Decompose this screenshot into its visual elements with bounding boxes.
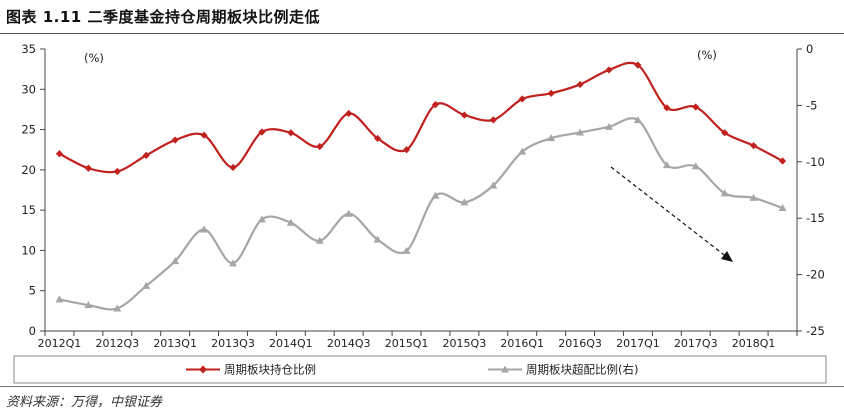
y-right-tick-label: -20 [806,268,825,282]
data-point-diamond [84,164,92,172]
data-point-triangle [84,301,93,309]
data-point-triangle [171,257,180,265]
legend-label-overweight: 周期板块超配比例(右) [526,363,638,377]
y-right-tick-label: -10 [806,155,825,169]
data-point-triangle [142,281,151,289]
data-point-diamond [663,104,671,112]
y-right-tick-label: -15 [806,211,825,225]
data-point-triangle [257,215,266,223]
x-tick-label: 2016Q3 [558,337,602,350]
data-point-diamond [634,61,642,69]
x-tick-label: 2017Q3 [674,337,718,350]
legend-marker-holding [199,365,207,374]
data-point-diamond [605,66,613,74]
chart-axes: 0 5 10 15 20 25 30 35 -25 -20 -15 -10 -5 0 (%) (%) 2012Q… [21,42,824,350]
legend-box [13,355,827,384]
x-tick-label: 2013Q1 [153,337,197,350]
y-left-tick-label: 35 [21,42,36,56]
line-chart: 0 5 10 15 20 25 30 35 -25 -20 -15 -10 -5 0 (%) (%) 2012Q… [13,42,827,384]
trend-arrow [610,166,733,262]
data-point-triangle [344,209,353,217]
data-point-diamond [113,167,121,176]
data-point-diamond [721,129,729,137]
data-point-diamond [576,80,584,89]
x-tick-label: 2012Q3 [95,337,139,350]
data-point-triangle [200,225,209,233]
data-point-triangle [489,181,498,189]
data-point-triangle [720,189,729,197]
data-point-diamond [402,146,411,154]
y-left-tick-label: 10 [21,243,36,257]
data-point-diamond [547,89,555,97]
arrow-head [721,251,733,262]
series-holding-ratio [55,61,787,176]
data-point-diamond [55,150,64,158]
source-note: 资料来源：万得，中银证券 [6,395,163,410]
x-tick-label: 2014Q1 [269,337,313,350]
data-point-diamond [431,100,440,109]
y-right-tick-label: -25 [806,324,825,338]
data-point-triangle [286,218,295,226]
y-left-tick-label: 30 [21,82,36,96]
data-point-triangle [778,204,787,212]
x-tick-label: 2016Q1 [500,337,544,350]
series-line [59,117,783,311]
data-point-diamond [374,134,382,143]
data-point-triangle [402,246,411,254]
arrow-shaft [610,166,729,259]
data-point-triangle [576,128,585,136]
bottom-rule [0,386,844,387]
legend-marker-overweight [501,365,509,373]
data-point-triangle [662,161,671,169]
data-point-diamond [142,151,150,159]
data-point-triangle [518,147,527,155]
data-point-triangle [315,236,324,244]
x-tick-label: 2015Q1 [385,337,429,350]
title-rule [0,33,844,34]
data-point-diamond [171,136,179,144]
x-tick-label: 2018Q1 [732,337,776,350]
data-point-diamond [200,131,208,139]
data-point-diamond [750,142,758,150]
data-point-diamond [345,109,353,118]
data-point-triangle [431,191,440,199]
data-point-triangle [55,295,64,303]
data-point-diamond [489,116,497,124]
data-point-triangle [633,116,642,124]
figure-title: 图表 1.11 二季度基金持仓周期板块比例走低 [6,8,320,26]
series-overweight-ratio [55,116,787,312]
series-line [58,61,784,174]
legend-label-holding: 周期板块持仓比例 [224,363,316,377]
x-tick-label: 2014Q3 [327,337,371,350]
x-tick-label: 2015Q3 [443,337,487,350]
data-point-diamond [692,103,700,111]
data-point-diamond [229,163,237,172]
data-point-triangle [691,162,700,170]
y-right-tick-label: 0 [806,42,813,56]
data-point-triangle [229,259,237,267]
x-tick-label: 2012Q1 [38,337,82,350]
data-point-triangle [460,198,469,206]
data-point-diamond [460,111,468,119]
x-tick-label: 2013Q3 [211,337,255,350]
y-left-tick-label: 5 [29,284,36,298]
x-tick-label: 2017Q1 [616,337,660,350]
data-point-triangle [605,122,613,130]
y-left-tick-label: 0 [29,324,36,338]
data-point-triangle [113,304,122,312]
y-left-tick-label: 20 [21,163,36,177]
chart-legend: 周期板块持仓比例 周期板块超配比例(右) [13,355,827,384]
data-point-diamond [287,129,295,137]
data-point-diamond [778,157,787,165]
y-left-tick-label: 25 [21,123,36,137]
data-point-triangle [547,134,556,142]
y-left-tick-label: 15 [21,203,36,217]
data-point-diamond [316,142,324,151]
y-right-unit: (%) [697,48,717,62]
y-right-tick-label: -5 [806,98,817,112]
y-left-unit: (%) [84,51,104,65]
data-point-triangle [373,235,382,243]
data-point-triangle [749,193,758,201]
